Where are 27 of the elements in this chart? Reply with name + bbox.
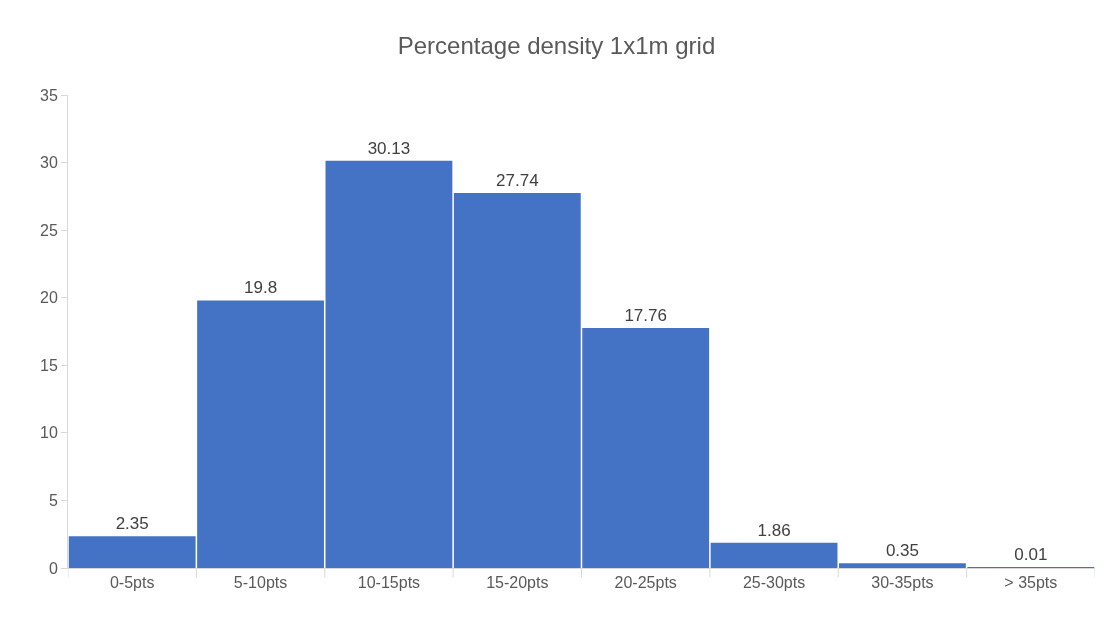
y-tick-label: 20	[40, 289, 58, 307]
x-tick-label: 15-20pts	[486, 574, 549, 592]
x-tick-label: 10-15pts	[357, 574, 421, 592]
y-tick-label: 0	[48, 559, 58, 577]
y-tick-label: 10	[40, 424, 58, 442]
data-label: 19.8	[244, 278, 278, 298]
chart-title: Percentage density 1x1m grid	[397, 32, 716, 60]
x-tick-label: 0-5pts	[109, 574, 155, 592]
bar	[710, 542, 838, 568]
bar	[325, 160, 453, 568]
x-tick-label: 25-30pts	[742, 574, 806, 592]
data-label: 0.01	[1014, 545, 1048, 564]
y-tick-label: 25	[40, 221, 58, 239]
x-tick-label: > 35pts	[1004, 574, 1058, 592]
y-tick-label: 35	[40, 86, 58, 104]
x-tick-label: 5-10pts	[233, 574, 288, 592]
y-tick-label: 30	[40, 154, 58, 172]
data-label: 17.76	[624, 305, 667, 325]
x-tick-label: 30-35pts	[871, 574, 934, 592]
x-tick-label: 20-25pts	[614, 574, 677, 592]
data-label: 27.74	[496, 171, 539, 191]
y-tick-label: 5	[48, 492, 58, 510]
data-label: 30.13	[367, 138, 411, 158]
data-label: 2.35	[115, 514, 149, 534]
data-label: 0.35	[885, 541, 919, 561]
y-tick-label: 15	[40, 356, 58, 374]
data-label: 1.86	[757, 520, 791, 540]
